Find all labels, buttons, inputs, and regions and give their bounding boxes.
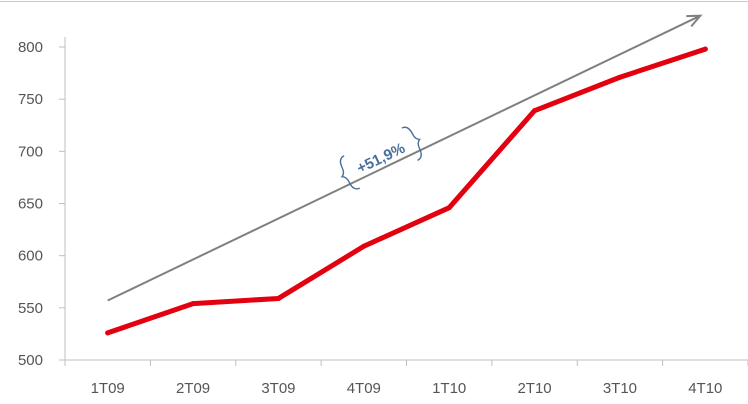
data-point [361, 243, 367, 249]
data-point [617, 74, 623, 80]
y-tick-label: 600 [18, 248, 43, 265]
x-tick-label: 2T09 [176, 380, 210, 397]
y-axis: 500 550 600 650 700 750 800 [18, 37, 66, 369]
trend-arrow-head [686, 14, 703, 28]
x-tick-label: 3T09 [261, 380, 295, 397]
trend-label: +51,9% [354, 140, 408, 178]
x-tick-label: 2T10 [517, 380, 551, 397]
data-point [446, 205, 452, 211]
data-point [702, 46, 708, 52]
x-tick-label: 3T10 [603, 380, 637, 397]
x-tick-label: 4T09 [347, 380, 381, 397]
series-line-group [105, 46, 708, 336]
trend-label-group: +51,9% [339, 126, 422, 190]
x-axis: 1T09 2T09 3T09 4T09 1T10 2T10 3T10 4T10 [64, 359, 748, 397]
y-tick-label: 700 [18, 143, 43, 160]
data-point [190, 301, 196, 307]
y-tick-label: 500 [18, 352, 43, 369]
x-tick-label: 1T10 [432, 380, 466, 397]
x-tick-label: 4T10 [688, 380, 722, 397]
left-brace [339, 155, 361, 190]
y-tick-label: 750 [18, 91, 43, 108]
y-tick-label: 800 [18, 39, 43, 56]
right-brace [401, 126, 422, 162]
trend-arrow-line [107, 14, 701, 302]
data-point [275, 295, 281, 301]
x-tick-label: 1T09 [91, 380, 125, 397]
y-tick-label: 550 [18, 300, 43, 317]
trend-annotation: +51,9% [107, 14, 703, 302]
data-point [105, 330, 111, 336]
y-tick-label: 650 [18, 196, 43, 213]
data-point [532, 108, 538, 114]
series-line [105, 46, 708, 336]
